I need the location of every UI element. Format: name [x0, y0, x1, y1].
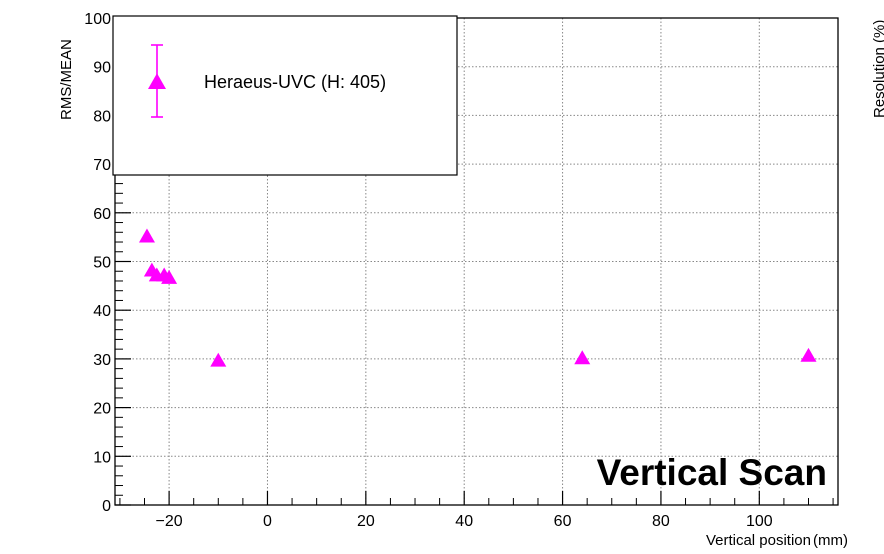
y-tick-label: 90 — [93, 60, 111, 77]
legend-triangle-icon — [148, 73, 166, 89]
x-tick-label: 20 — [357, 513, 375, 530]
y-tick-label: 60 — [93, 206, 111, 223]
legend-marker-icon — [148, 44, 166, 118]
x-axis-unit: (mm) — [813, 532, 848, 549]
right-axis-title: Resolution (%) — [871, 20, 884, 118]
y-tick-label: 70 — [93, 157, 111, 174]
x-tick-label: 0 — [263, 513, 272, 530]
data-point — [800, 347, 817, 362]
x-axis-title: Vertical position — [706, 532, 811, 549]
legend-box — [112, 15, 458, 176]
x-tick-label: 40 — [455, 513, 473, 530]
x-tick-label: 60 — [554, 513, 572, 530]
y-tick-label: 50 — [93, 255, 111, 272]
x-axis-ticks: −20 0 20 40 60 80 100 — [119, 491, 834, 530]
data-points — [138, 228, 817, 367]
y-axis-title: RMS/MEAN — [58, 39, 75, 120]
data-point — [138, 228, 155, 243]
x-tick-label: 80 — [652, 513, 670, 530]
legend: Heraeus-UVC (H: 405) — [112, 15, 458, 176]
overlay-title: Vertical Scan — [597, 452, 827, 493]
y-tick-label: 80 — [93, 108, 111, 125]
y-tick-label: 10 — [93, 449, 111, 466]
y-tick-label: 30 — [93, 352, 111, 369]
x-tick-label: −20 — [156, 513, 183, 530]
x-tick-label: 100 — [746, 513, 773, 530]
y-tick-label: 20 — [93, 401, 111, 418]
y-tick-label: 40 — [93, 303, 111, 320]
y-tick-label: 100 — [84, 11, 111, 28]
y-tick-label: 0 — [102, 498, 111, 515]
data-point — [161, 269, 178, 284]
data-point — [210, 352, 227, 367]
legend-entry-label: Heraeus-UVC (H: 405) — [204, 72, 386, 92]
data-point — [574, 350, 591, 365]
